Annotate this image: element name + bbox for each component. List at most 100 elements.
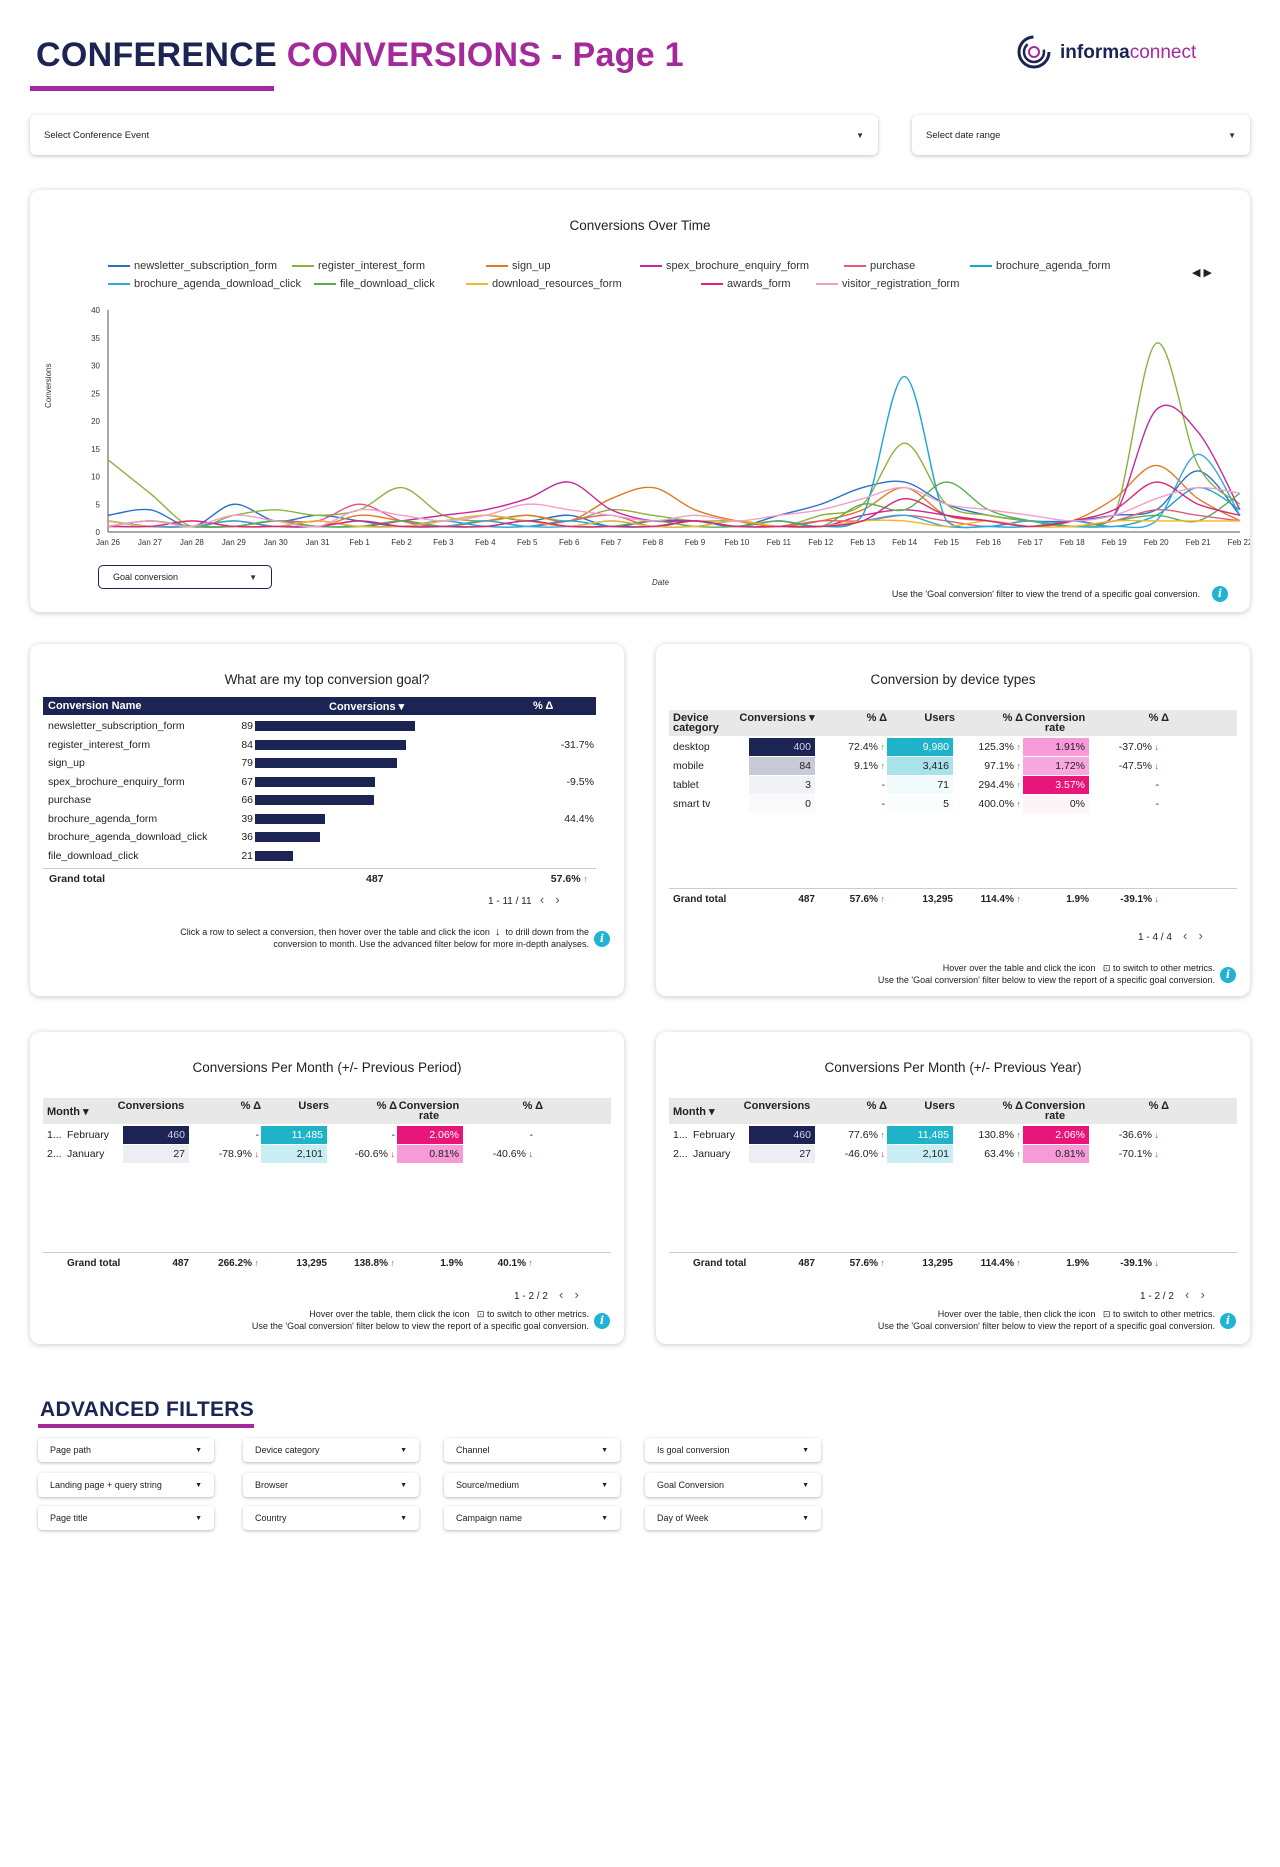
series-line-register-interest-form[interactable] (107, 342, 1241, 528)
info-icon[interactable]: i (594, 931, 610, 947)
table-row[interactable]: desktop 400 9,980 1.91% 72.4% ↑ 125.3% ↑ -37.0… (669, 738, 1237, 757)
row-device: smart tv (673, 798, 711, 810)
filter-page-title[interactable]: Page title ▼ (38, 1506, 214, 1530)
goal-conversion-dropdown[interactable]: Goal conversion ▼ (98, 565, 272, 589)
next-page-icon[interactable]: › (1198, 928, 1203, 943)
table-row[interactable]: file_download_click 21 - (43, 847, 596, 865)
header-c7[interactable]: % Δ (1148, 712, 1169, 724)
row-month: February (67, 1129, 110, 1141)
info-icon[interactable]: i (1220, 967, 1236, 983)
header-c6[interactable]: Conversion rate (1024, 712, 1086, 734)
header-c6[interactable]: Conversion rate (398, 1100, 460, 1122)
header-c3[interactable]: % Δ (240, 1100, 261, 1112)
legend-item[interactable]: download_resources_form (466, 278, 622, 290)
filter-browser[interactable]: Browser ▼ (243, 1473, 419, 1497)
header-c1[interactable]: Device category (673, 712, 719, 734)
filter-channel[interactable]: Channel ▼ (444, 1438, 620, 1462)
row-index: 1... (47, 1129, 62, 1141)
series-line-spex-brochure-enquiry-form[interactable] (107, 404, 1241, 528)
filter-goal-conversion[interactable]: Goal Conversion ▼ (645, 1473, 821, 1497)
rate-cell: 0% (1023, 795, 1089, 813)
prev-page-icon[interactable]: ‹ (559, 1287, 564, 1302)
header-c2[interactable]: Conversions ▾ (739, 712, 815, 724)
table-row[interactable]: 1... February 460 11,485 2.06% - - - (43, 1126, 611, 1145)
filter-country[interactable]: Country ▼ (243, 1506, 419, 1530)
header-c5[interactable]: % Δ (376, 1100, 397, 1112)
table-row[interactable]: sign_up 79 - (43, 754, 596, 772)
header-c1[interactable]: Month ▾ (673, 1106, 715, 1118)
rate-cell: 0.81% (1023, 1145, 1089, 1163)
header-c2[interactable]: Conversions (743, 1100, 811, 1112)
header-c7[interactable]: % Δ (1148, 1100, 1169, 1112)
conversion-delta: -31.7% ↓ (483, 739, 596, 751)
legend-item[interactable]: spex_brochure_enquiry_form (640, 260, 809, 272)
legend-pager[interactable]: ◀ ▶ (1192, 267, 1212, 279)
conversion-name: file_download_click (48, 849, 139, 862)
header-c4[interactable]: Users (924, 712, 955, 724)
info-icon[interactable]: i (1212, 586, 1228, 602)
filter-source-medium[interactable]: Source/medium ▼ (444, 1473, 620, 1497)
filter-is-goal-conversion[interactable]: Is goal conversion ▼ (645, 1438, 821, 1462)
header-conversion-name[interactable]: Conversion Name (48, 700, 142, 712)
legend-item[interactable]: visitor_registration_form (816, 278, 959, 290)
table-row[interactable]: brochure_agenda_download_click 36 - (43, 828, 596, 846)
legend-item[interactable]: file_download_click (314, 278, 435, 290)
filter-landing-page-query-string[interactable]: Landing page + query string ▼ (38, 1473, 214, 1497)
prev-page-icon[interactable]: ‹ (1185, 1287, 1190, 1302)
legend-item[interactable]: brochure_agenda_form (970, 260, 1110, 272)
table-row[interactable]: spex_brochure_enquiry_form 67 -9.5% ↓ (43, 773, 596, 791)
legend-item[interactable]: awards_form (701, 278, 791, 290)
grand-total-value: 57.6% (849, 1258, 878, 1269)
header-c2[interactable]: Conversions (117, 1100, 185, 1112)
header-c3[interactable]: % Δ (866, 712, 887, 724)
header-c4[interactable]: Users (924, 1100, 955, 1112)
header-conversions[interactable]: Conversions ▾ (329, 701, 405, 713)
legend-item[interactable]: sign_up (486, 260, 551, 272)
filter-label: Page title (50, 1513, 88, 1523)
series-line-awards-form[interactable] (107, 481, 1241, 528)
series-line-brochure-agenda-form[interactable] (107, 375, 1241, 529)
next-page-icon[interactable]: › (574, 1287, 579, 1302)
filter-day-of-week[interactable]: Day of Week ▼ (645, 1506, 821, 1530)
table-row[interactable]: 1... February 460 11,485 2.06% 77.6% ↑ 130.8% … (669, 1126, 1237, 1145)
prev-page-icon[interactable]: ‹ (539, 892, 545, 907)
grand-total-users: 13,295 (887, 1258, 953, 1269)
filter-device-category[interactable]: Device category ▼ (243, 1438, 419, 1462)
info-icon[interactable]: i (1220, 1313, 1236, 1329)
filter-page-path[interactable]: Page path ▼ (38, 1438, 214, 1462)
header-c5[interactable]: % Δ (1002, 712, 1023, 724)
prev-page-icon[interactable]: ‹ (1183, 928, 1188, 943)
logo-text: informaconnect (1060, 42, 1196, 64)
next-page-icon[interactable]: › (1200, 1287, 1205, 1302)
header-c4[interactable]: Users (298, 1100, 329, 1112)
series-line-download-resources-form[interactable] (107, 514, 1241, 528)
header-delta[interactable]: % Δ (533, 700, 554, 712)
table-row[interactable]: 2... January 27 2,101 0.81% -78.9% ↓ -60.6% ↓ -… (43, 1145, 611, 1164)
header-c6[interactable]: Conversion rate (1024, 1100, 1086, 1122)
table-row[interactable]: tablet 3 71 3.57% - 294.4% ↑ - (669, 776, 1237, 795)
conference-event-select[interactable]: Select Conference Event ▼ (30, 115, 878, 155)
series-line-brochure-agenda-download-click[interactable] (107, 453, 1241, 529)
table-row[interactable]: purchase 66 - (43, 791, 596, 809)
prev-period-note: Hover over the table, them click the ico… (44, 1308, 589, 1332)
series-line-visitor-registration-form[interactable] (107, 486, 1241, 528)
table-row[interactable]: 2... January 27 2,101 0.81% -46.0% ↓ 63.4% ↑ -7… (669, 1145, 1237, 1164)
header-c1[interactable]: Month ▾ (47, 1106, 89, 1118)
info-icon[interactable]: i (594, 1313, 610, 1329)
date-range-select[interactable]: Select date range ▼ (912, 115, 1250, 155)
table-row[interactable]: smart tv 0 5 0% - 400.0% ↑ - (669, 795, 1237, 814)
table-row[interactable]: newsletter_subscription_form 89 - (43, 717, 596, 735)
header-c7[interactable]: % Δ (522, 1100, 543, 1112)
table-row[interactable]: register_interest_form 84 -31.7% ↓ (43, 736, 596, 754)
table-row[interactable]: mobile 84 3,416 1.72% 9.1% ↑ 97.1% ↑ -47.5% ↓ (669, 757, 1237, 776)
chart-legend: newsletter_subscription_form register_int… (108, 260, 1208, 296)
header-c5[interactable]: % Δ (1002, 1100, 1023, 1112)
header-c3[interactable]: % Δ (866, 1100, 887, 1112)
legend-item[interactable]: newsletter_subscription_form (108, 260, 277, 272)
legend-item[interactable]: brochure_agenda_download_click (108, 278, 301, 290)
legend-item[interactable]: purchase (844, 260, 915, 272)
legend-item[interactable]: register_interest_form (292, 260, 425, 272)
filter-campaign-name[interactable]: Campaign name ▼ (444, 1506, 620, 1530)
next-page-icon[interactable]: › (555, 892, 560, 907)
table-row[interactable]: brochure_agenda_form 39 44.4% ↑ (43, 810, 596, 828)
